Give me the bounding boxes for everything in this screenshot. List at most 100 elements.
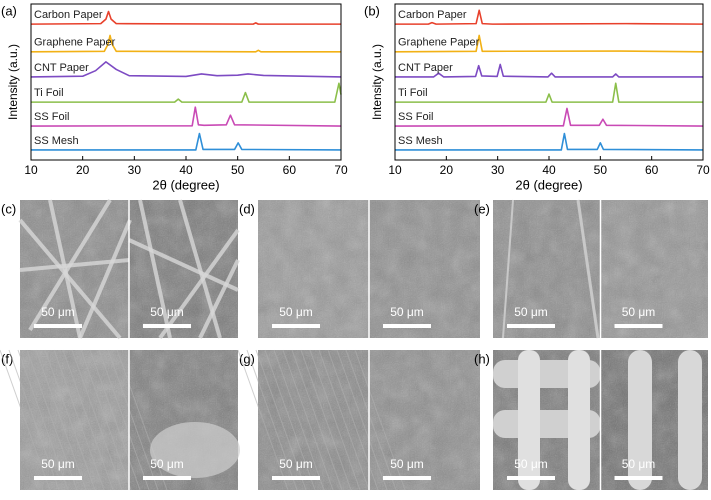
scale-bar <box>34 324 82 328</box>
scale-bar <box>34 476 82 480</box>
scale-bar-label: 50 μm <box>41 457 75 471</box>
groove <box>17 349 69 491</box>
x-axis-label: 2θ (degree) <box>152 177 219 192</box>
sem-grain <box>20 350 129 490</box>
series-label: Graphene Paper <box>34 37 116 49</box>
sem-panel: (g)50 μm 50 μm <box>237 349 480 491</box>
debris <box>150 422 240 478</box>
sem-panel: (f)50 μm 50 μm <box>0 349 240 491</box>
x-tick-label: 70 <box>334 163 348 177</box>
scale-bar <box>143 324 191 328</box>
groove <box>35 349 87 491</box>
scale-bar-label: 50 μm <box>279 305 313 319</box>
x-axis-label: 2θ (degree) <box>515 177 582 192</box>
scale-bar <box>507 324 555 328</box>
scale-bar <box>383 476 431 480</box>
panel-label: (e) <box>474 201 490 216</box>
scale-bar-label: 50 μm <box>622 305 656 319</box>
groove <box>309 349 361 491</box>
sem-grain <box>258 200 369 338</box>
groove <box>300 349 352 491</box>
xrd-trace <box>394 34 704 53</box>
fiber <box>19 258 130 272</box>
series-label: CNT Paper <box>34 62 89 74</box>
groove <box>255 349 307 491</box>
x-tick-label: 30 <box>128 163 142 177</box>
mesh-wire <box>628 350 652 490</box>
panel-label: (h) <box>474 351 490 366</box>
x-tick-label: 60 <box>645 163 659 177</box>
scale-bar-label: 50 μm <box>390 305 424 319</box>
plot-frame <box>30 3 342 161</box>
xrd-trace <box>31 132 342 151</box>
scale-bar-label: 50 μm <box>41 305 75 319</box>
xrd-trace <box>30 34 341 53</box>
panel-label: (a) <box>1 3 17 18</box>
groove <box>318 349 370 491</box>
xrd-chart: (b) 10 20 30 40 50 60 70 2θ (degree) Intensity (a… <box>364 3 710 192</box>
fiber <box>128 238 239 292</box>
groove <box>8 349 60 491</box>
groove <box>80 349 132 491</box>
mesh-wire <box>568 350 590 490</box>
plot-frame <box>394 3 704 161</box>
xrd-trace <box>395 63 703 78</box>
x-tick-label: 70 <box>696 163 710 177</box>
scale-bar-label: 50 μm <box>150 305 184 319</box>
scale-bar <box>614 476 663 480</box>
groove <box>98 349 150 491</box>
scale-bar-label: 50 μm <box>514 457 548 471</box>
fiber <box>138 199 172 339</box>
x-tick-label: 30 <box>491 163 505 177</box>
series-label: SS Mesh <box>398 135 443 147</box>
panel-label: (d) <box>239 201 255 216</box>
groove <box>107 349 159 491</box>
scale-bar <box>272 324 320 328</box>
x-tick-label: 60 <box>283 163 297 177</box>
groove <box>282 349 334 491</box>
x-tick-label: 50 <box>231 163 245 177</box>
xrd-trace <box>394 107 704 127</box>
fiber <box>158 228 240 340</box>
sem-panel: (d) 50 μm 50 μm <box>239 200 480 338</box>
sem-panel: (h) 50 μm 50 μm <box>474 350 708 490</box>
series-label: SS Foil <box>398 111 433 123</box>
scale-bar <box>614 324 663 328</box>
mesh-wire <box>518 350 540 490</box>
series-label: Ti Foil <box>398 87 428 99</box>
x-tick-label: 40 <box>542 163 556 177</box>
groove <box>237 349 289 491</box>
xrd-trace <box>30 106 342 127</box>
series-label: Graphene Paper <box>398 37 480 49</box>
groove <box>116 349 168 491</box>
groove <box>354 349 406 491</box>
xrd-trace <box>30 10 341 25</box>
series-label: Carbon Paper <box>398 9 467 21</box>
fiber <box>18 218 122 340</box>
fiber <box>78 219 132 339</box>
groove <box>44 349 96 491</box>
mesh-wire <box>678 350 702 490</box>
scale-bar-label: 50 μm <box>514 305 548 319</box>
series-label: CNT Paper <box>398 62 453 74</box>
x-tick-label: 20 <box>440 163 454 177</box>
groove <box>345 349 397 491</box>
scale-bar <box>507 476 555 480</box>
sem-grain <box>369 350 480 490</box>
sem-grain <box>369 200 480 338</box>
groove <box>291 349 343 491</box>
panel-label: (b) <box>364 3 380 18</box>
series-label: SS Foil <box>34 111 69 123</box>
fiber <box>198 259 240 339</box>
sem-panel: (c) 50 μm 50 μm <box>1 198 240 340</box>
x-tick-label: 40 <box>179 163 193 177</box>
scale-bar <box>383 324 431 328</box>
series-label: SS Mesh <box>34 135 79 147</box>
scale-bar-label: 50 μm <box>390 457 424 471</box>
x-tick-label: 10 <box>388 163 402 177</box>
ridge <box>576 199 600 339</box>
groove <box>62 349 114 491</box>
x-tick-label: 50 <box>594 163 608 177</box>
groove <box>336 349 388 491</box>
xrd-trace <box>395 9 704 25</box>
